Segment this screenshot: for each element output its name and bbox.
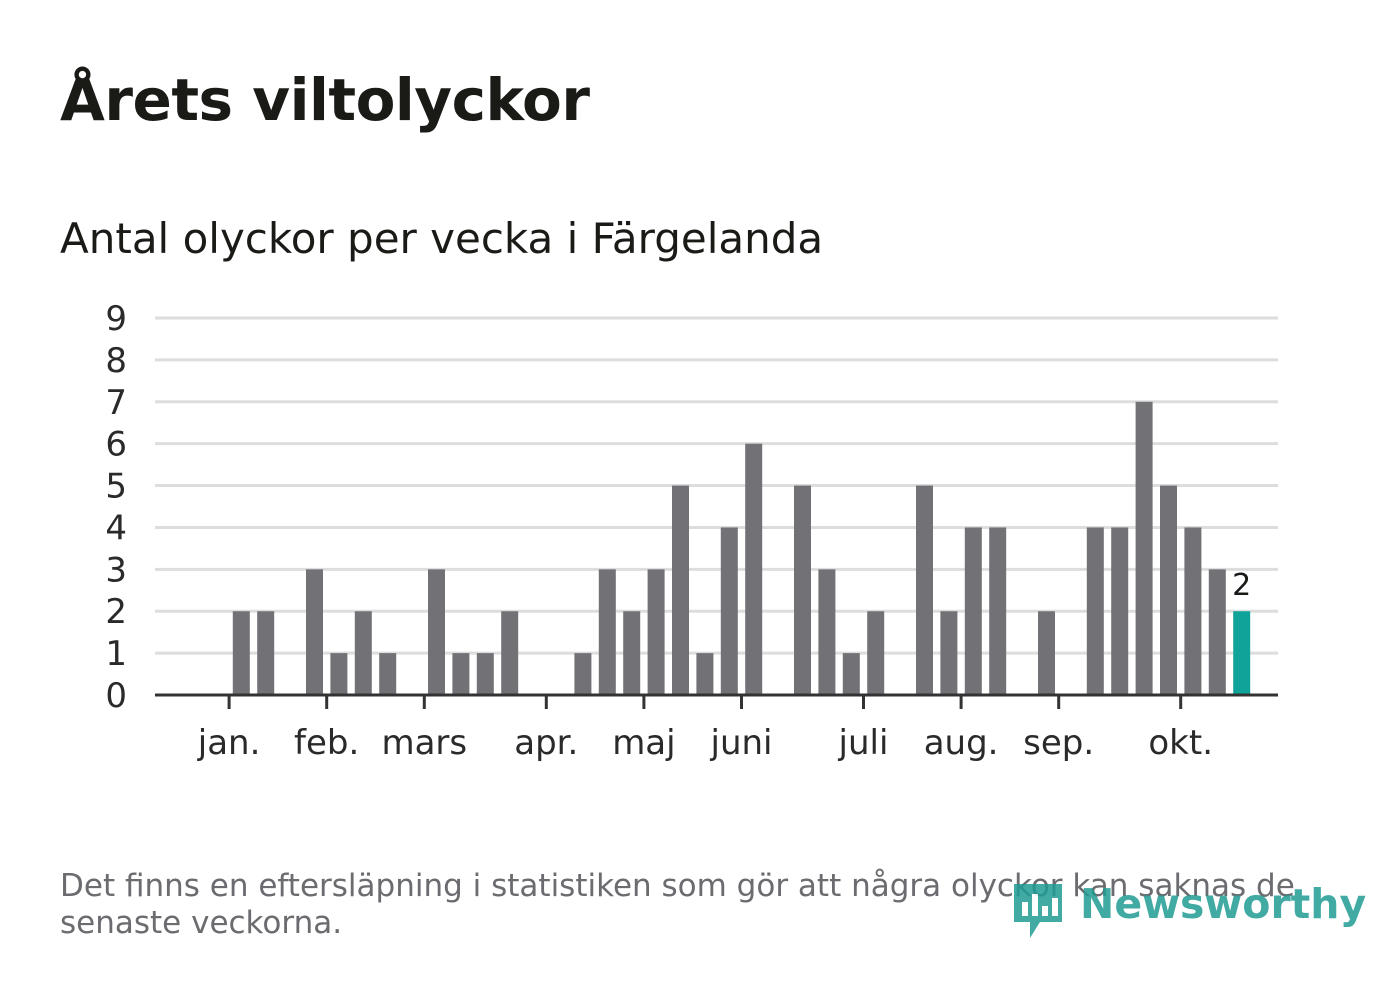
bar — [1160, 485, 1177, 695]
y-tick-label-5: 5 — [105, 467, 127, 507]
bar — [696, 653, 714, 695]
newsworthy-logo-icon — [1014, 884, 1062, 938]
y-tick-label-9: 9 — [105, 299, 127, 339]
y-tick-label-7: 7 — [105, 383, 127, 423]
bar — [476, 653, 494, 695]
newsworthy-logo-text: Newsworthy — [1080, 880, 1367, 928]
bar — [647, 569, 665, 695]
y-tick-label-6: 6 — [105, 425, 127, 465]
x-tick-label: juni — [710, 723, 773, 763]
bar — [623, 611, 641, 695]
data-label-last-week: 2 — [1232, 568, 1251, 603]
y-tick-label-4: 4 — [105, 508, 127, 548]
data-labels: 2 — [1232, 568, 1251, 603]
bar — [598, 569, 616, 695]
x-tick-label: aug. — [924, 723, 999, 763]
bar — [428, 569, 445, 695]
bar — [720, 527, 738, 695]
y-tick-label-8: 8 — [105, 341, 127, 381]
bar — [306, 569, 323, 695]
bar — [940, 611, 958, 695]
bar — [842, 653, 860, 695]
bar — [672, 485, 689, 695]
chart-subtitle: Antal olyckor per vecka i Färgelanda — [60, 214, 824, 263]
x-tick-label: mars — [381, 723, 467, 763]
bar — [1086, 527, 1104, 695]
bar — [1038, 611, 1055, 695]
grid-lines — [155, 316, 1278, 655]
bars — [232, 401, 1251, 695]
x-tick-label: sep. — [1023, 723, 1094, 763]
bar — [1135, 401, 1153, 695]
x-tick-label: feb. — [294, 723, 359, 763]
bar — [379, 653, 397, 695]
x-tick-label: juli — [838, 723, 889, 763]
x-axis-ticks: jan. feb. mars apr. maj juni juli aug. sep. okt. — [197, 695, 1213, 763]
bar — [794, 485, 811, 695]
bar — [501, 611, 519, 695]
bar — [818, 569, 836, 695]
y-tick-label-3: 3 — [105, 550, 127, 590]
bar — [574, 653, 592, 695]
x-tick-label: okt. — [1148, 723, 1213, 763]
bar-highlight — [1233, 611, 1251, 695]
bar — [232, 611, 250, 695]
bar — [867, 611, 885, 695]
bar — [964, 527, 982, 695]
bar — [354, 611, 372, 695]
x-tick-label: jan. — [197, 723, 261, 763]
y-tick-label-0: 0 — [105, 676, 127, 716]
footnote: Det finns en eftersläpning i statistiken… — [60, 868, 1295, 941]
x-tick-label: apr. — [514, 723, 578, 763]
x-tick-label: maj — [612, 723, 675, 763]
bar — [989, 527, 1007, 695]
y-tick-label-2: 2 — [105, 592, 127, 632]
chart-title: Årets viltolyckor — [60, 66, 590, 134]
bar — [745, 443, 763, 695]
bar — [330, 653, 348, 695]
bar — [1111, 527, 1129, 695]
newsworthy-logo: Newsworthy — [1010, 876, 1366, 946]
bar — [916, 485, 933, 695]
bar — [1208, 569, 1226, 695]
bar — [452, 653, 470, 695]
y-tick-label-1: 1 — [105, 634, 127, 674]
bar — [1184, 527, 1202, 695]
bar — [257, 611, 275, 695]
